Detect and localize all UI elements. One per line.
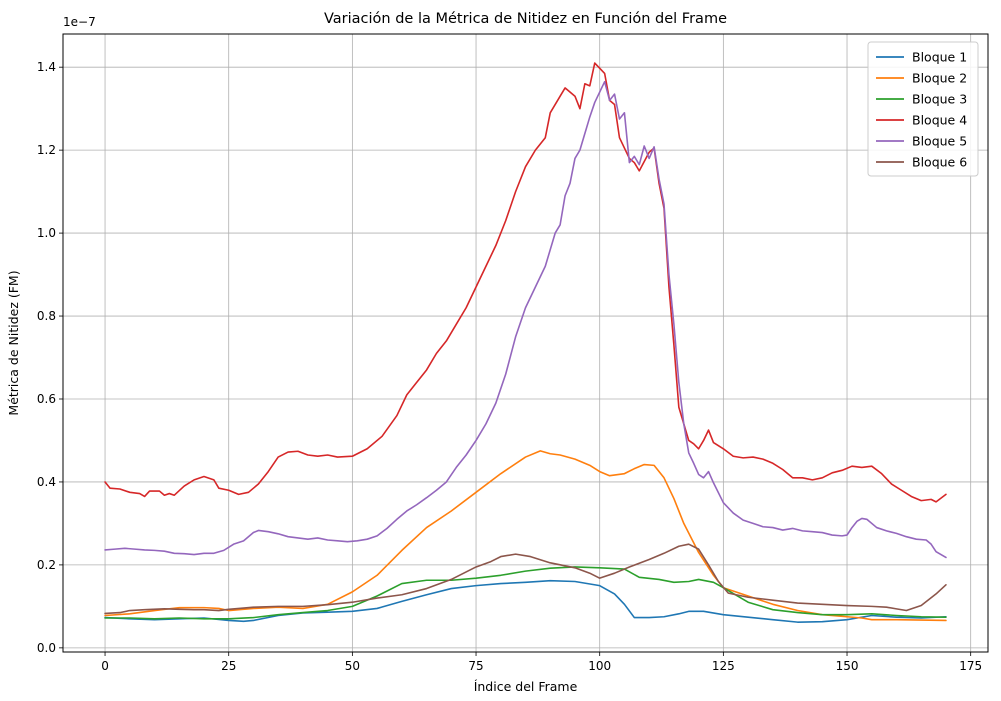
plot-frame [62, 33, 989, 653]
legend-label: Bloque 3 [912, 92, 967, 107]
series-line-bloque-1 [104, 579, 947, 623]
series-line-bloque-5 [104, 80, 947, 559]
legend-label: Bloque 5 [912, 134, 967, 149]
series-line-bloque-6 [104, 543, 947, 615]
y-axis-label: Métrica de Nitidez (FM) [6, 270, 21, 415]
x-tick-label: 100 [588, 659, 611, 673]
y-axis-offset-label: 1e−7 [63, 15, 96, 29]
plot-lines [104, 62, 947, 623]
x-tick-label: 150 [836, 659, 859, 673]
x-tick-label: 125 [712, 659, 735, 673]
axis-ticks: 0 25 50 75 100 125 150 175 0.0 0.2 0.4 0.6 0.8 1.0 1.2… [37, 60, 982, 673]
x-tick-label: 175 [959, 659, 982, 673]
legend-label: Bloque 1 [912, 50, 967, 65]
legend-label: Bloque 6 [912, 155, 967, 170]
x-axis-label: Índice del Frame [474, 679, 578, 694]
series-line-bloque-2 [104, 450, 947, 622]
y-tick-label: 1.4 [37, 60, 56, 74]
y-tick-label: 0.8 [37, 309, 56, 323]
x-tick-label: 25 [221, 659, 236, 673]
y-tick-label: 0.6 [37, 392, 56, 406]
x-tick-label: 0 [101, 659, 109, 673]
legend-box [867, 41, 979, 177]
legend: Bloque 1 Bloque 2 Bloque 3 Bloque 4 Bloque 5… [867, 41, 979, 177]
y-tick-label: 0.0 [37, 641, 56, 655]
y-tick-label: 0.4 [37, 475, 56, 489]
grid [63, 34, 988, 652]
y-tick-label: 1.2 [37, 143, 56, 157]
legend-label: Bloque 2 [912, 71, 967, 86]
y-tick-label: 0.2 [37, 558, 56, 572]
y-tick-label: 1.0 [37, 226, 56, 240]
x-tick-label: 50 [345, 659, 360, 673]
series-line-bloque-4 [104, 62, 947, 503]
x-tick-label: 75 [468, 659, 483, 673]
legend-label: Bloque 4 [912, 113, 967, 128]
chart-title: Variación de la Métrica de Nitidez en Fu… [324, 11, 727, 27]
series-line-bloque-3 [104, 566, 947, 620]
